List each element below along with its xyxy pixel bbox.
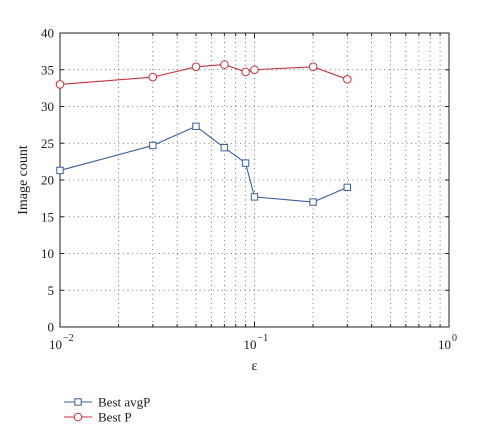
series-1 — [56, 122, 352, 206]
y-tick-label: 25 — [41, 136, 54, 151]
legend-marker — [73, 412, 83, 422]
data-point — [241, 159, 250, 167]
data-point — [148, 72, 158, 82]
series-line — [59, 64, 348, 85]
x-tick-label-base: 10 — [244, 337, 257, 352]
x-tick-label-base: 10 — [438, 337, 451, 352]
series-line — [59, 125, 348, 203]
data-point — [250, 65, 259, 75]
x-axis-ticks: 10 −2 10 −1 10 0 — [49, 33, 457, 352]
data-point — [309, 198, 317, 206]
data-point — [250, 193, 259, 201]
data-point — [191, 62, 201, 72]
x-tick-label: 10 −2 — [49, 333, 74, 352]
series — [55, 60, 352, 206]
y-tick-label: 10 — [41, 246, 54, 261]
legend-label: Best avgP — [98, 395, 150, 410]
x-tick-label-base: 10 — [49, 337, 62, 352]
x-tick-label: 10 0 — [438, 333, 457, 352]
data-point — [220, 60, 229, 69]
data-point — [241, 67, 250, 77]
series-2 — [55, 60, 352, 89]
x-axis-label: ε — [252, 359, 258, 374]
legend-item: Best avgP — [64, 395, 150, 410]
y-axis-label: Image count — [16, 145, 31, 215]
y-tick-label: 35 — [41, 62, 54, 77]
y-axis-ticks: 0 5 10 15 20 25 30 35 40 — [41, 26, 449, 335]
grid — [60, 33, 449, 327]
y-tick-label: 5 — [48, 283, 55, 298]
y-tick-label: 40 — [41, 26, 54, 41]
y-tick-label: 30 — [41, 99, 54, 114]
data-point — [56, 166, 64, 175]
data-point — [220, 143, 229, 152]
x-tick-label-exponent: 0 — [452, 333, 457, 344]
legend-label: Best P — [98, 410, 132, 425]
x-tick-label-exponent: −1 — [258, 333, 269, 344]
data-point — [192, 122, 200, 131]
legend-item: Best P — [64, 410, 132, 425]
data-point — [343, 75, 352, 84]
legend-marker — [74, 398, 82, 406]
data-point — [55, 80, 65, 89]
y-tick-label: 0 — [48, 320, 55, 335]
data-point — [343, 183, 352, 192]
x-tick-label: 10 −1 — [244, 333, 269, 352]
data-point — [149, 141, 157, 150]
y-tick-label: 15 — [41, 209, 54, 224]
data-point — [308, 62, 318, 72]
x-tick-label-exponent: −2 — [63, 333, 74, 344]
y-tick-label: 20 — [41, 173, 54, 188]
